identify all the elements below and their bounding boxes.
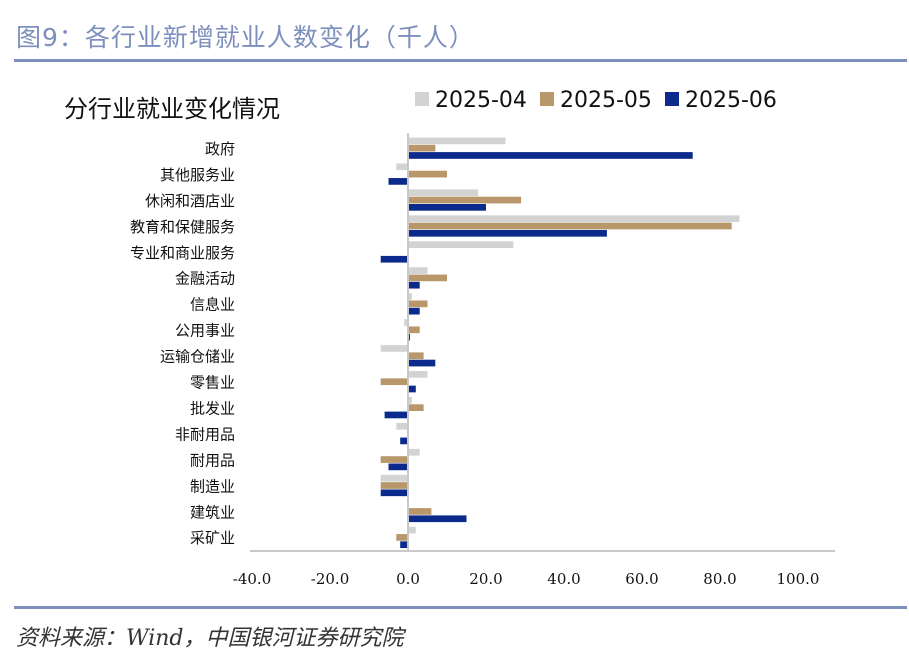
bar-2025-05: [408, 222, 732, 230]
chart-title: 分行业就业变化情况: [64, 95, 280, 123]
bar-2025-04: [408, 293, 412, 300]
chart: 分行业就业变化情况 2025-04 2025-05 2025-06 政府其他服务业休…: [64, 88, 835, 588]
bar-2025-06: [388, 463, 408, 471]
x-tick-label: 100.0: [777, 570, 820, 588]
bar-2025-06: [388, 178, 408, 185]
category-label: 制造业: [190, 477, 235, 495]
category-label: 政府: [205, 140, 235, 158]
bar-2025-04: [408, 448, 420, 456]
bar-2025-06: [384, 411, 408, 419]
category-label: 金融活动: [175, 270, 235, 288]
axes: -40.0 -20.0 0.0 20.0 40.0 60.0 80.0 100.0: [233, 133, 835, 588]
bar-2025-05: [408, 300, 428, 308]
bar-2025-06: [380, 489, 408, 497]
bar-2025-05: [408, 274, 447, 282]
bar-2025-06: [408, 152, 693, 159]
bar-2025-04: [408, 371, 428, 378]
x-tick-label: 60.0: [625, 570, 658, 588]
bar-2025-06: [408, 229, 607, 237]
legend-swatch: [540, 92, 554, 106]
bar-2025-05: [396, 534, 408, 541]
bar-2025-05: [408, 326, 420, 334]
bar-2025-04: [408, 189, 479, 197]
figure-title: 图9：各行业新增就业人数变化（千人）: [16, 23, 475, 52]
category-label: 信息业: [190, 296, 235, 314]
legend-label: 2025-04: [435, 88, 527, 113]
bar-2025-05: [408, 352, 424, 360]
source-note: 资料来源：Wind，中国银河证券研究院: [16, 626, 404, 651]
bar-2025-06: [400, 541, 408, 549]
bar-2025-04: [408, 397, 412, 404]
bar-2025-05: [408, 508, 432, 515]
bar-2025-04: [408, 526, 416, 534]
category-label: 建筑业: [190, 503, 235, 521]
bar-2025-06: [408, 359, 436, 367]
category-label: 非耐用品: [175, 425, 235, 443]
x-tick-label: 80.0: [703, 570, 736, 588]
bar-2025-05: [380, 482, 408, 489]
footer-rule: [14, 606, 907, 609]
category-label: 零售业: [190, 374, 235, 392]
bar-2025-06: [408, 515, 467, 523]
category-label: 其他服务业: [160, 166, 235, 184]
category-label: 休闲和酒店业: [145, 192, 235, 210]
legend: 2025-04 2025-05 2025-06: [415, 88, 777, 113]
category-label: 批发业: [190, 399, 235, 417]
bar-2025-05: [408, 196, 522, 204]
x-tick-label: 0.0: [396, 570, 420, 588]
category-label: 专业和商业服务: [130, 244, 235, 262]
bar-2025-05: [408, 170, 447, 178]
bar-2025-06: [408, 281, 420, 289]
bars: [380, 137, 740, 549]
bar-2025-04: [408, 267, 428, 274]
legend-swatch: [665, 92, 679, 106]
category-label: 运输仓储业: [160, 348, 235, 366]
category-label: 教育和保健服务: [130, 218, 235, 236]
legend-label: 2025-06: [685, 88, 777, 113]
x-tick-label: -40.0: [233, 570, 271, 588]
bar-2025-04: [396, 163, 408, 171]
category-labels: 政府其他服务业休闲和酒店业教育和保健服务专业和商业服务金融活动信息业公用事业运输…: [130, 140, 235, 547]
category-label: 公用事业: [175, 322, 235, 340]
x-tick-label: 20.0: [469, 570, 502, 588]
bar-2025-06: [408, 307, 420, 315]
bar-2025-04: [408, 137, 506, 145]
category-label: 采矿业: [190, 529, 235, 547]
legend-label: 2025-05: [560, 88, 652, 113]
bar-2025-04: [380, 474, 408, 482]
x-tick-label: 40.0: [547, 570, 580, 588]
bar-2025-05: [380, 378, 408, 386]
bar-2025-04: [396, 422, 408, 430]
bar-2025-04: [404, 319, 408, 326]
header-rule: [14, 59, 907, 62]
bar-2025-06: [408, 385, 416, 393]
bar-2025-05: [408, 404, 424, 411]
bar-2025-06: [380, 255, 408, 263]
bar-2025-05: [408, 144, 436, 152]
bar-2025-05: [380, 456, 408, 463]
bar-2025-04: [408, 241, 514, 248]
bar-2025-06: [408, 204, 486, 211]
category-label: 耐用品: [190, 451, 235, 469]
bar-2025-04: [380, 345, 408, 352]
x-tick-label: -20.0: [311, 570, 349, 588]
bar-2025-04: [408, 215, 740, 223]
bar-2025-06: [400, 437, 408, 445]
legend-swatch: [415, 92, 429, 106]
